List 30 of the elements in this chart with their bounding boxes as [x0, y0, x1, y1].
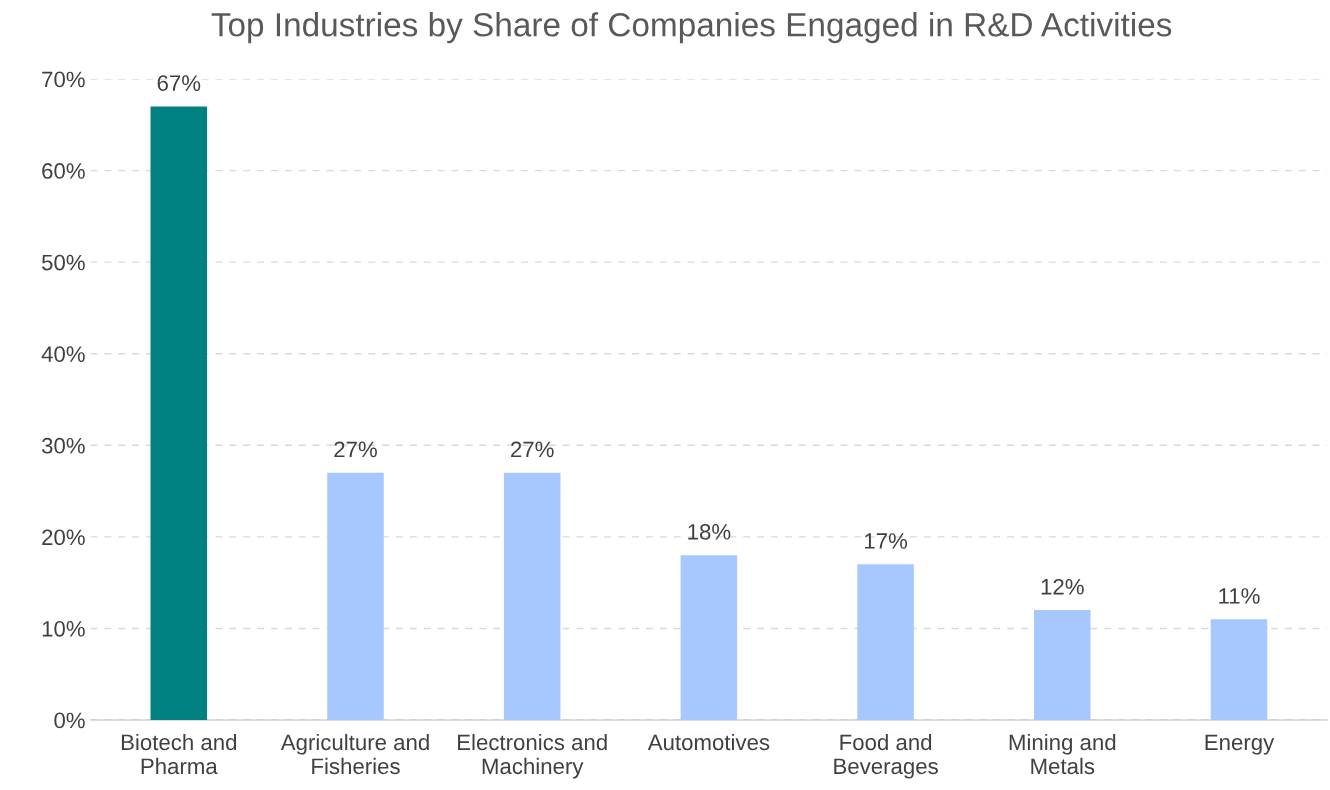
bar: [150, 106, 208, 721]
x-tick-label: Automotives: [647, 733, 770, 751]
bar: [857, 564, 914, 721]
y-tick-label: 0%: [54, 712, 85, 729]
data-label: 27%: [511, 441, 554, 458]
data-label: 27%: [334, 441, 377, 458]
x-tick-label: Energy: [1205, 734, 1275, 755]
data-label: 18%: [688, 523, 731, 540]
y-tick-label: 70%: [42, 71, 85, 88]
data-label: 11%: [1219, 588, 1260, 604]
x-tick-label: Electronics and Machinery: [458, 733, 607, 779]
bar: [1210, 619, 1268, 721]
x-tick-label: Agriculture and Fisheries: [280, 733, 429, 775]
bar: [680, 555, 738, 721]
bar: [503, 472, 561, 721]
x-tick-label: Mining and Metals: [1009, 733, 1116, 775]
data-label: 12%: [1041, 578, 1084, 595]
x-tick-label: Biotech and Pharma: [121, 733, 237, 775]
data-label: 17%: [865, 533, 908, 549]
chart-title: Top Industries by Share of Companies Engaged in R&D Activities: [211, 12, 1172, 44]
y-tick-label: 10%: [42, 620, 85, 637]
y-tick-label: 30%: [41, 437, 85, 454]
y-tick-label: 40%: [41, 346, 85, 362]
data-label: 67%: [157, 75, 201, 91]
bar: [1034, 610, 1091, 721]
y-tick-label: 20%: [42, 529, 85, 546]
x-tick-label: Food and Beverages: [834, 733, 938, 779]
y-tick-label: 50%: [41, 254, 85, 271]
bar: [327, 472, 384, 721]
y-tick-label: 60%: [42, 163, 85, 179]
